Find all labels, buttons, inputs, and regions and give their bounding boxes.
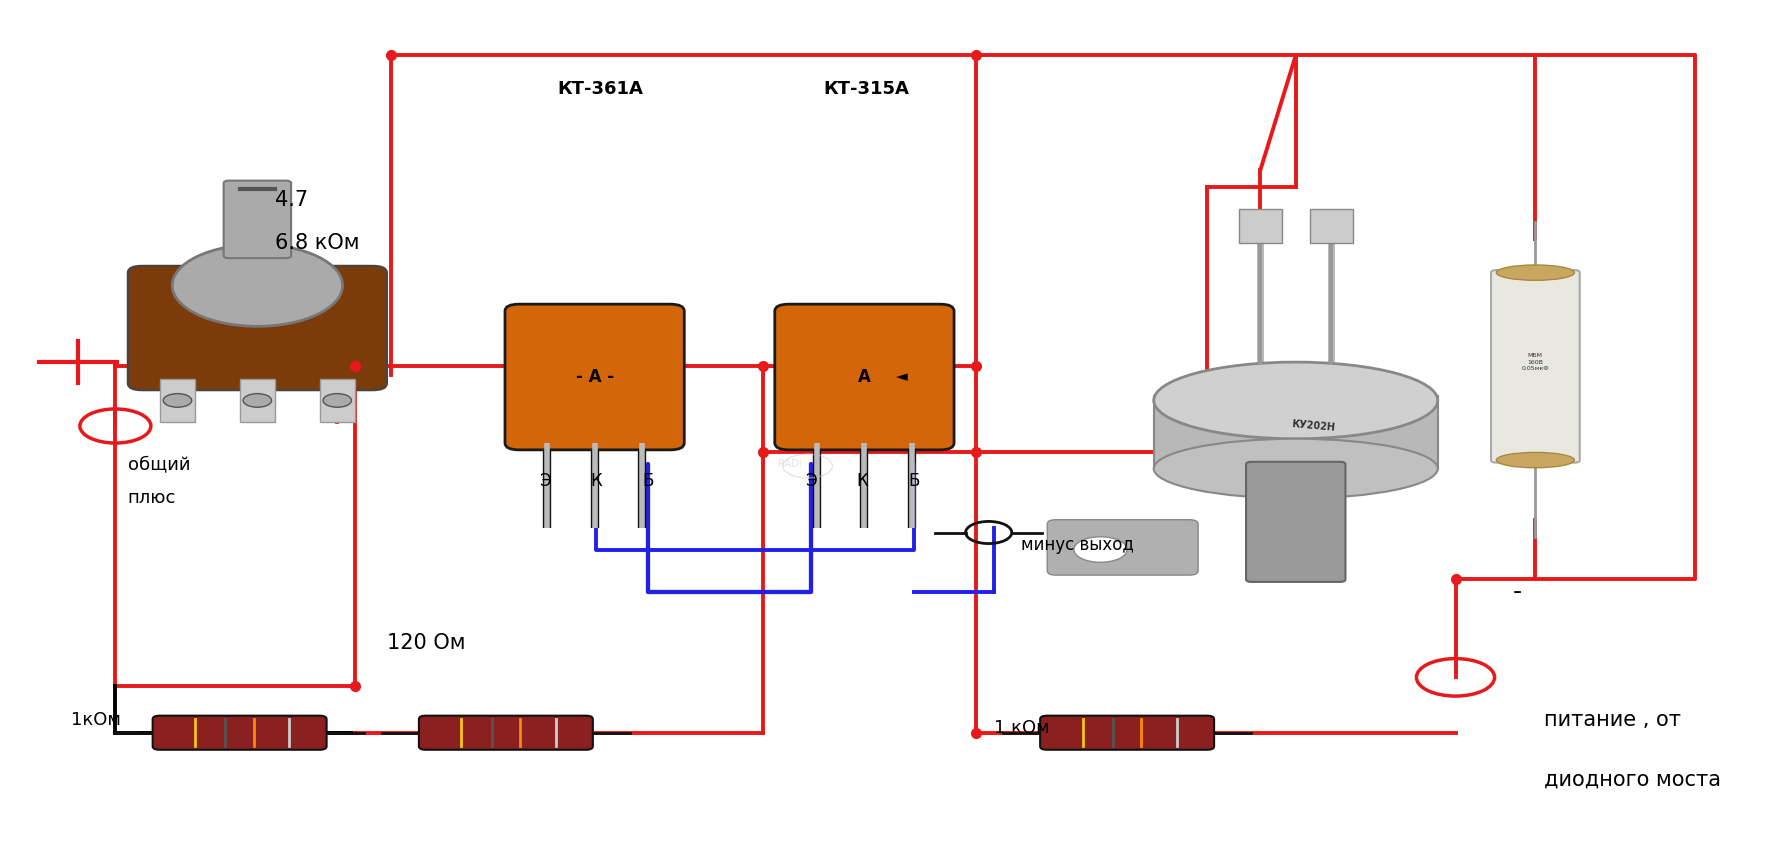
Text: Б: Б [643,472,653,491]
Circle shape [172,245,343,326]
Ellipse shape [1154,362,1438,439]
Bar [240,379,275,422]
Circle shape [163,394,192,407]
Text: К: К [857,472,868,491]
FancyBboxPatch shape [776,304,955,450]
FancyBboxPatch shape [419,716,593,750]
FancyBboxPatch shape [1491,270,1580,463]
Text: - A -: - A - [575,368,614,386]
Text: A: A [857,368,872,386]
Text: -: - [1512,580,1521,604]
Text: ◄: ◄ [896,370,909,384]
Circle shape [243,394,272,407]
Bar [320,379,355,422]
Text: питание , от: питание , от [1544,710,1681,730]
Text: RADI: RADI [777,459,802,469]
Text: 1кОм: 1кОм [71,711,121,729]
Text: МБМ
160В
0.05мкФ: МБМ 160В 0.05мкФ [1521,354,1550,371]
Ellipse shape [1496,452,1574,468]
FancyBboxPatch shape [1239,209,1282,243]
Text: КТ-361А: КТ-361А [557,80,643,99]
Text: 1 кОм: 1 кОм [994,719,1049,738]
Ellipse shape [1496,265,1574,280]
Text: Э: Э [540,472,550,491]
Circle shape [1074,537,1127,562]
FancyBboxPatch shape [1040,716,1214,750]
Text: КУ202Н: КУ202Н [1290,419,1337,433]
FancyBboxPatch shape [128,266,387,390]
Text: общий: общий [128,455,190,474]
FancyBboxPatch shape [1246,462,1345,582]
Text: Э: Э [806,472,816,491]
FancyBboxPatch shape [1047,520,1198,575]
Text: 6.8 кОм: 6.8 кОм [275,233,360,253]
FancyBboxPatch shape [1310,209,1353,243]
Circle shape [323,394,351,407]
FancyBboxPatch shape [224,181,291,258]
Bar [160,379,195,422]
FancyBboxPatch shape [1154,396,1438,469]
FancyBboxPatch shape [153,716,327,750]
Text: 4.7: 4.7 [275,190,309,210]
Text: плюс: плюс [128,489,176,508]
Ellipse shape [1154,439,1438,498]
Text: 120 Ом: 120 Ом [387,633,465,653]
Text: К: К [591,472,602,491]
Text: Б: Б [909,472,919,491]
Text: КТ-315А: КТ-315А [824,80,909,99]
Text: минус выход: минус выход [1021,536,1134,555]
Text: диодного моста: диодного моста [1544,769,1722,790]
FancyBboxPatch shape [506,304,685,450]
